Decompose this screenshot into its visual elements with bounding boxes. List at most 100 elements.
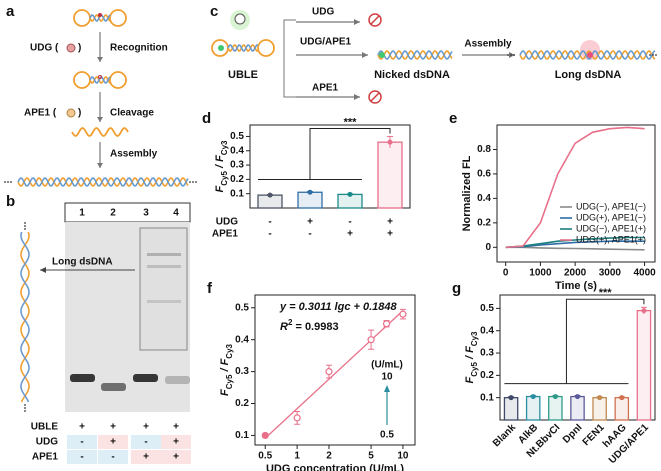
y-tick-label: 0.3	[230, 160, 244, 171]
data-point	[597, 395, 603, 401]
data-point	[530, 394, 536, 400]
lane-number: 2	[110, 208, 116, 219]
sign: -	[308, 229, 311, 240]
dna-loop	[109, 9, 127, 27]
x-tick-label: 4000	[633, 268, 656, 279]
panel-letter: g	[452, 280, 461, 297]
data-point	[387, 139, 393, 145]
y-tick-label: 0	[485, 242, 491, 253]
bar	[592, 397, 607, 421]
gel-band	[147, 265, 181, 268]
ellipsis-dot	[195, 181, 197, 183]
panel-letter: e	[449, 110, 457, 127]
stop-bar	[370, 92, 380, 102]
y-tick-label: 0.4	[477, 193, 491, 204]
enzyme-paren: )	[78, 108, 81, 119]
arrow-head	[97, 117, 103, 122]
data-point	[552, 394, 558, 400]
sign: +	[173, 452, 179, 463]
y-tick-label: 0.5	[480, 303, 494, 314]
annotation: 0.5	[380, 430, 394, 441]
branch-bracket	[283, 19, 296, 98]
sign: +	[173, 422, 179, 433]
enzyme-icon	[66, 43, 76, 53]
annotation: 10	[381, 372, 393, 383]
sign: +	[347, 229, 353, 240]
ellipsis-dot	[24, 410, 26, 412]
dna-strand	[17, 177, 189, 187]
enzyme-label: UDG (	[30, 43, 59, 54]
stop-bar	[370, 15, 380, 25]
ellipsis-dot	[652, 54, 654, 56]
bar	[525, 395, 541, 421]
x-tick-label: Blank	[491, 422, 518, 449]
panel-letter: a	[6, 3, 15, 20]
dna-label: UBLE	[228, 69, 258, 81]
bar	[548, 395, 563, 421]
plot-frame	[254, 294, 416, 446]
y-tick-label: 0.1	[230, 188, 244, 199]
fluor	[587, 52, 593, 58]
data-point	[347, 191, 353, 197]
x-tick-label: 1000	[529, 268, 552, 279]
y-axis-label-part: F	[214, 186, 226, 193]
data-point	[261, 431, 269, 440]
gel-band	[133, 374, 158, 382]
dna-strand	[20, 231, 30, 403]
sign: -	[80, 437, 83, 448]
row-label: UDG	[216, 217, 238, 228]
row-label: UBLE	[31, 422, 59, 433]
x-tick-label: 5	[368, 451, 374, 462]
panel-letter: b	[6, 193, 15, 210]
cell-shade	[161, 435, 191, 449]
ellipsis-dot	[649, 54, 651, 56]
x-axis-label: Time (s)	[555, 280, 597, 292]
dna-loop	[109, 71, 127, 89]
sign: +	[173, 437, 179, 448]
sign: -	[268, 229, 271, 240]
line-series	[505, 126, 645, 249]
ellipsis-dot	[24, 228, 26, 230]
gel-band	[101, 383, 126, 391]
r-squared-part: 2	[288, 318, 293, 327]
x-tick-label: 0	[503, 268, 509, 279]
bracket	[565, 298, 645, 384]
lane-number: 3	[143, 208, 149, 219]
ellipsis-dot	[24, 404, 26, 406]
sign: -	[268, 217, 271, 228]
step-label: Recognition	[110, 43, 168, 54]
ellipsis-dot	[192, 181, 194, 183]
ellipsis-dot	[507, 54, 509, 56]
bulb	[234, 13, 246, 25]
y-axis-label: FCy5 / FCy3	[214, 140, 229, 193]
y-tick-label: 0.2	[235, 398, 249, 409]
base-mark	[98, 13, 102, 17]
sign: +	[110, 422, 116, 433]
y-axis-label-part: Cy5	[220, 171, 229, 186]
ellipsis-dot	[655, 54, 657, 56]
y-tick-label: 0.2	[477, 217, 491, 228]
significance: ***	[599, 287, 613, 299]
annotation: (U/mL)	[371, 360, 403, 371]
lane-number: 4	[173, 208, 179, 219]
fluor	[218, 45, 224, 51]
branch-label: APE1	[312, 83, 339, 94]
dna-strand	[227, 44, 259, 52]
sign: +	[143, 422, 149, 433]
y-tick-label: 0.1	[235, 430, 249, 441]
x-tick-label: 10	[397, 451, 409, 462]
sign: +	[143, 452, 149, 463]
cell-shade	[67, 450, 97, 464]
branch-label: UDG/APE1	[300, 37, 352, 48]
y-tick-label: 0.1	[480, 392, 494, 403]
y-axis-label: FCy5 / FCy3	[464, 331, 479, 384]
dna-strand	[89, 76, 111, 84]
y-axis-label: FCy5 / FCy3	[219, 343, 234, 396]
data-point	[508, 395, 514, 401]
panel-letter: f	[207, 280, 213, 297]
arrow-head	[97, 57, 103, 62]
legend-label: UDG(−), APE1(+)	[576, 223, 646, 233]
gel-band	[147, 253, 181, 256]
y-axis-label-part: F	[464, 377, 476, 384]
